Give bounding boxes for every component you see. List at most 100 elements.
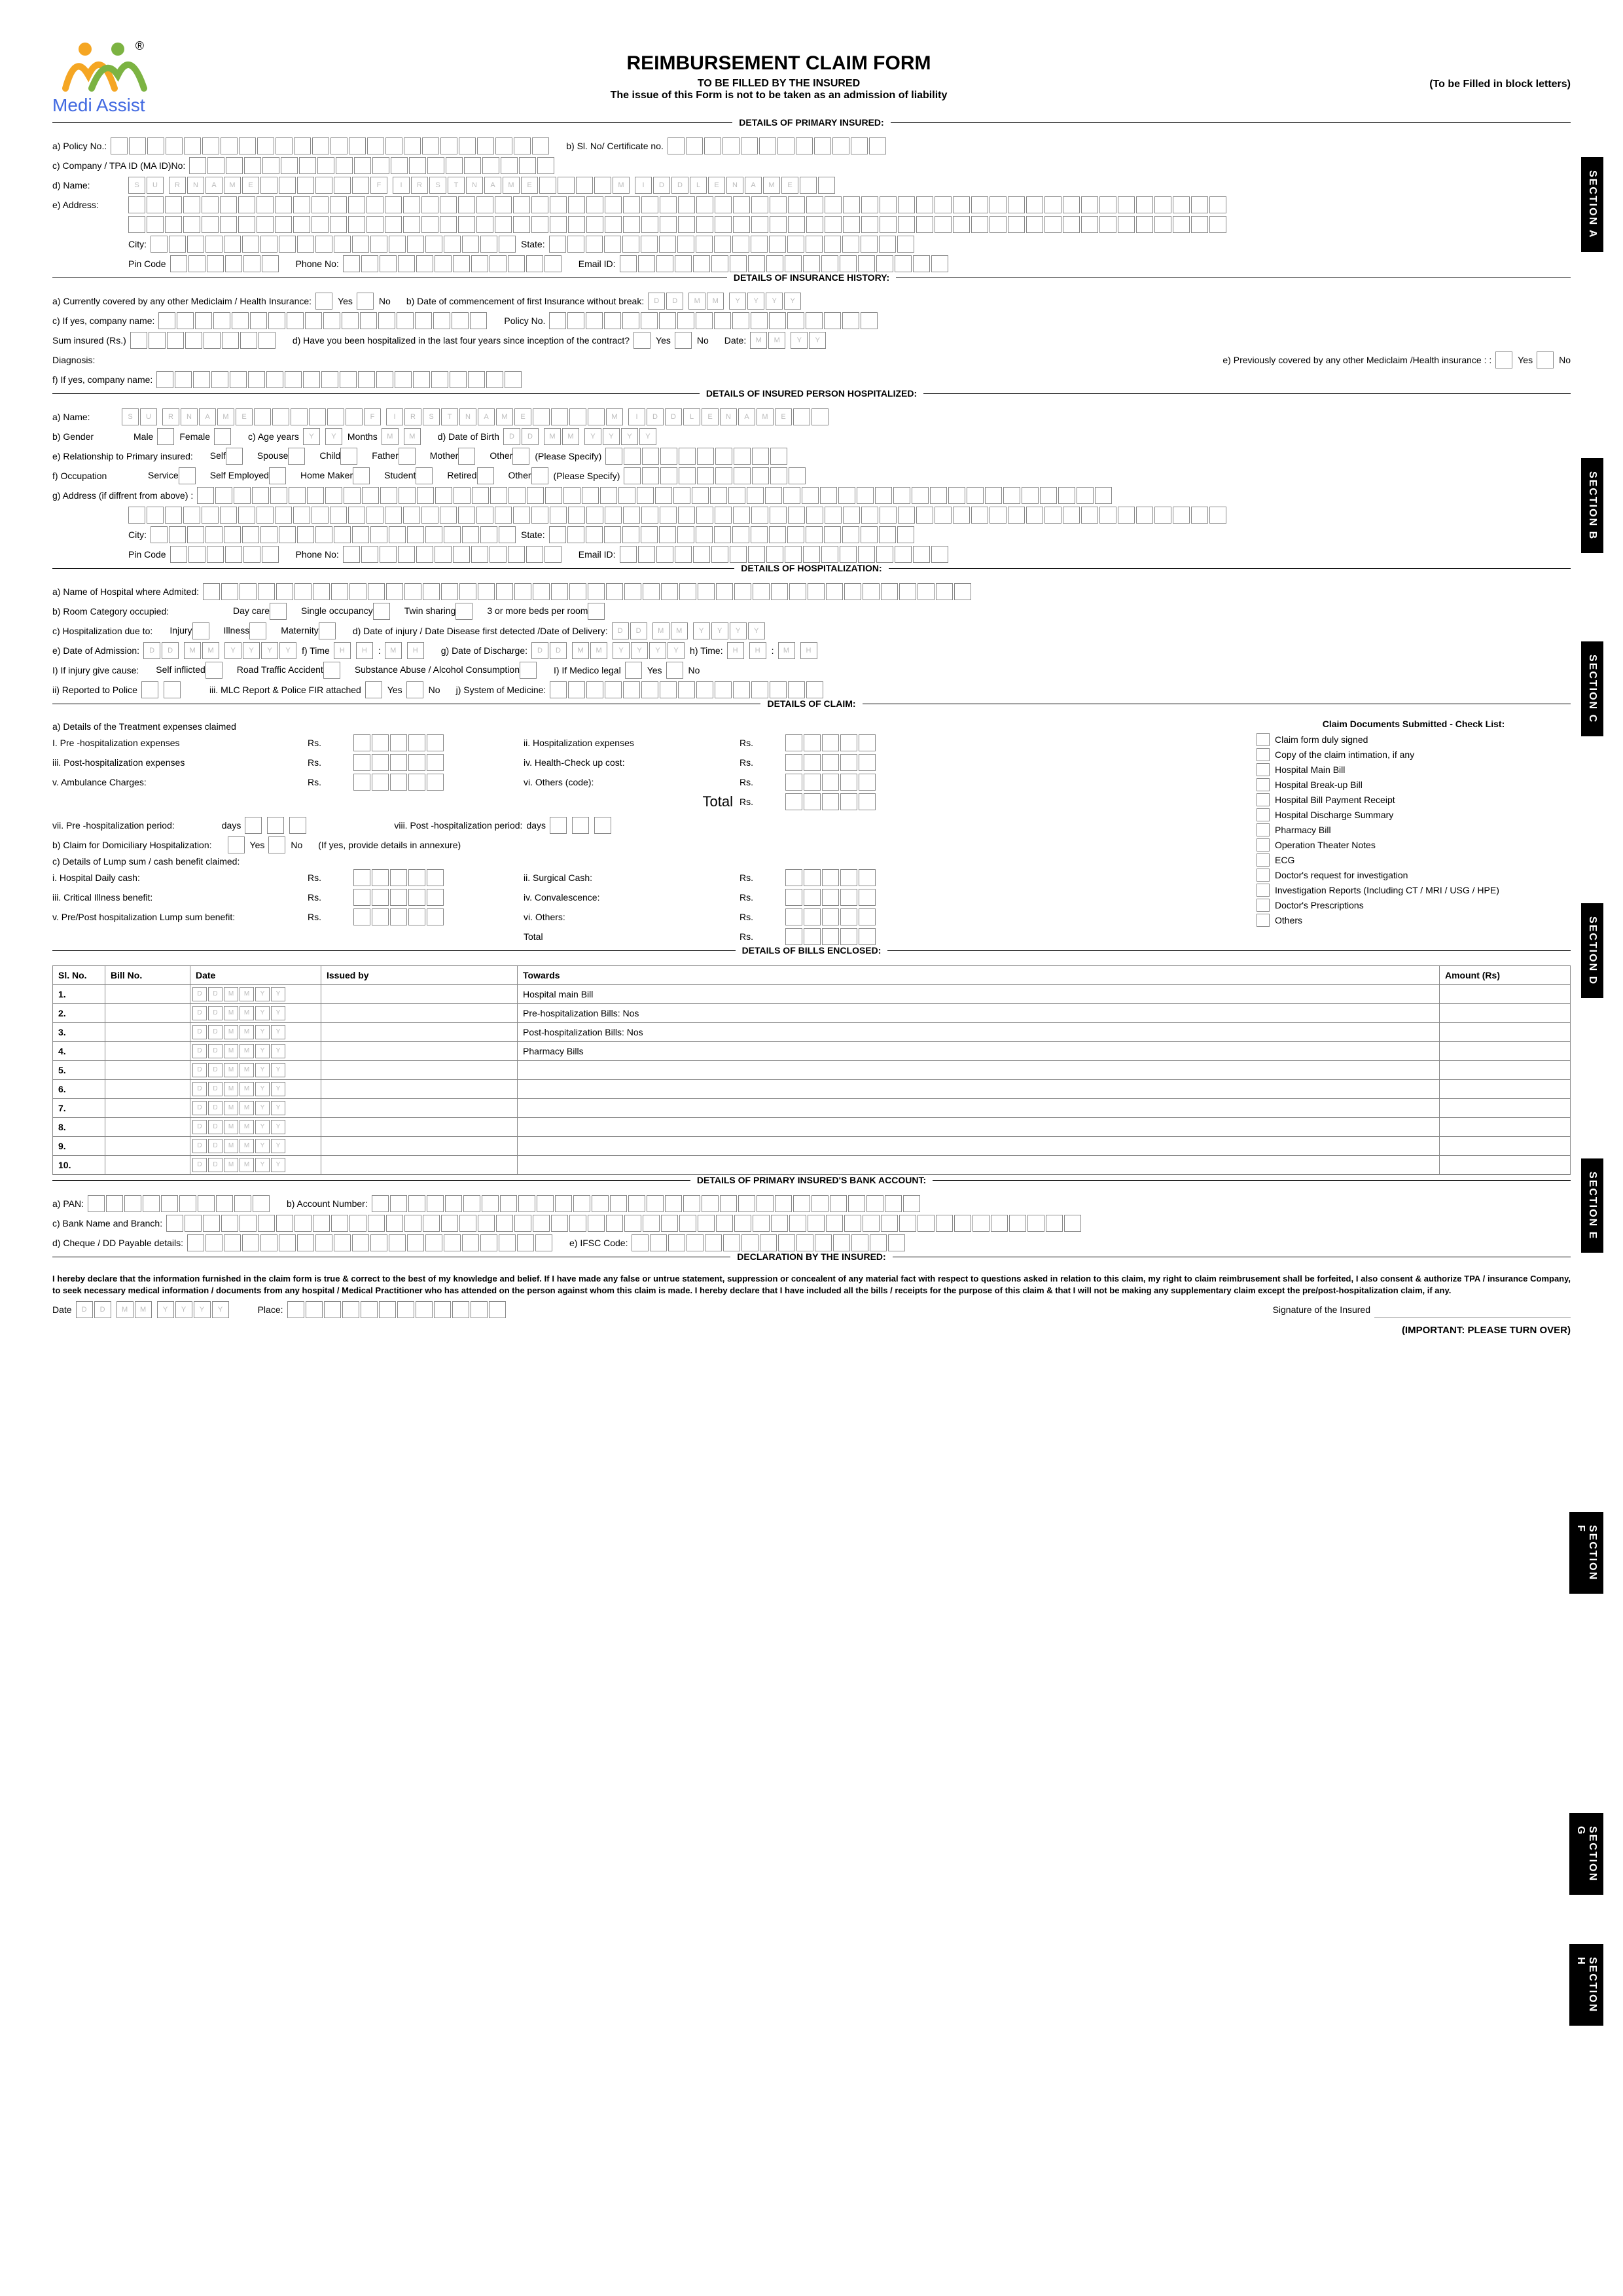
pre-days-2[interactable] — [267, 817, 284, 834]
bill-no-cell[interactable] — [105, 985, 190, 1004]
city-input[interactable] — [151, 236, 517, 253]
sl-no-input[interactable] — [668, 137, 887, 154]
email-input[interactable] — [620, 255, 950, 272]
checkbox-father[interactable] — [399, 448, 416, 465]
checkbox-retired[interactable] — [477, 467, 494, 484]
pre-days-3[interactable] — [289, 817, 306, 834]
checkbox-home-maker[interactable] — [353, 467, 370, 484]
amount-cell[interactable] — [1440, 985, 1571, 1004]
hosp-yes-checkbox[interactable] — [633, 332, 651, 349]
amount-cell[interactable] — [1440, 1080, 1571, 1099]
time-h-h2[interactable]: H — [749, 642, 766, 659]
checkbox-3-or-more-beds-per-room[interactable] — [588, 603, 605, 620]
checkbox-mother[interactable] — [458, 448, 475, 465]
bill-no-cell[interactable] — [105, 1061, 190, 1080]
issued-by-cell[interactable] — [321, 1118, 518, 1137]
amount-cell[interactable] — [1440, 1042, 1571, 1061]
checkbox-illness[interactable] — [249, 622, 266, 639]
bill-date-cell[interactable]: DDMMYY — [190, 1118, 321, 1137]
issued-by-cell[interactable] — [321, 985, 518, 1004]
hospital-input[interactable] — [203, 583, 972, 600]
hist-policy-input[interactable] — [549, 312, 879, 329]
bill-date-cell[interactable]: DDMMYY — [190, 1023, 321, 1042]
time-f-h2[interactable]: H — [356, 642, 373, 659]
state-input[interactable] — [549, 236, 916, 253]
checkbox-child[interactable] — [340, 448, 357, 465]
checkbox-day-care[interactable] — [270, 603, 287, 620]
ip-city-input[interactable] — [151, 526, 517, 543]
medico-no-checkbox[interactable] — [666, 662, 683, 679]
discharge-date-input[interactable]: DDMMYYYY — [531, 642, 686, 659]
checkbox-other[interactable] — [531, 467, 548, 484]
issued-by-cell[interactable] — [321, 1080, 518, 1099]
ip-state-input[interactable] — [549, 526, 916, 543]
post-days-3[interactable] — [594, 817, 611, 834]
ip-email-input[interactable] — [620, 546, 950, 563]
occ-specify-input[interactable] — [624, 467, 807, 484]
amount-cell[interactable] — [1440, 1137, 1571, 1156]
checkbox-twin-sharing[interactable] — [455, 603, 473, 620]
hist-company-input[interactable] — [158, 312, 488, 329]
dom-no-checkbox[interactable] — [268, 836, 285, 853]
male-checkbox[interactable] — [157, 428, 174, 445]
age-y2[interactable]: Y — [325, 428, 342, 445]
sum-input[interactable] — [130, 332, 277, 349]
dob-input[interactable]: DDMMYYYY — [503, 428, 658, 445]
covered-no-checkbox[interactable] — [357, 293, 374, 310]
decl-date-input[interactable]: DDMMYYYY — [76, 1301, 230, 1318]
ifsc-input[interactable] — [632, 1234, 906, 1251]
time-h-m2[interactable]: H — [800, 642, 817, 659]
time-f-h1[interactable]: H — [334, 642, 351, 659]
reported-yes-checkbox[interactable] — [141, 681, 158, 698]
checklist-checkbox[interactable] — [1257, 748, 1270, 761]
pan-input[interactable] — [88, 1195, 271, 1212]
checkbox-self-employed[interactable] — [269, 467, 286, 484]
if-yes-input[interactable] — [156, 371, 523, 388]
bill-no-cell[interactable] — [105, 1042, 190, 1061]
ip-address-input-1[interactable] — [197, 487, 1113, 504]
checklist-checkbox[interactable] — [1257, 853, 1270, 867]
post-days-2[interactable] — [572, 817, 589, 834]
signature-line[interactable] — [1374, 1301, 1571, 1318]
pin-input[interactable] — [170, 255, 280, 272]
time-f-m2[interactable]: H — [407, 642, 424, 659]
medico-yes-checkbox[interactable] — [625, 662, 642, 679]
checklist-checkbox[interactable] — [1257, 838, 1270, 852]
address-input-1[interactable] — [128, 196, 1228, 213]
checklist-checkbox[interactable] — [1257, 778, 1270, 791]
checkbox-service[interactable] — [179, 467, 196, 484]
bill-no-cell[interactable] — [105, 1137, 190, 1156]
amount-cell[interactable] — [1440, 1118, 1571, 1137]
amount-cell[interactable] — [1440, 1004, 1571, 1023]
bill-no-cell[interactable] — [105, 1118, 190, 1137]
amount-cell[interactable] — [1440, 1099, 1571, 1118]
issued-by-cell[interactable] — [321, 1099, 518, 1118]
amount-cell[interactable] — [1440, 1156, 1571, 1175]
checklist-checkbox[interactable] — [1257, 793, 1270, 806]
bill-date-cell[interactable]: DDMMYY — [190, 1042, 321, 1061]
time-h-h1[interactable]: H — [727, 642, 744, 659]
bill-date-cell[interactable]: DDMMYY — [190, 985, 321, 1004]
checklist-checkbox[interactable] — [1257, 823, 1270, 836]
age-y1[interactable]: Y — [303, 428, 320, 445]
checkbox-spouse[interactable] — [288, 448, 305, 465]
covered-yes-checkbox[interactable] — [315, 293, 332, 310]
issued-by-cell[interactable] — [321, 1042, 518, 1061]
checklist-checkbox[interactable] — [1257, 899, 1270, 912]
dom-yes-checkbox[interactable] — [228, 836, 245, 853]
injury-date-input[interactable]: DDMMYYYY — [612, 622, 766, 639]
ip-name-input[interactable]: SURNAMEFIRSTNAMEMIDDLENAME — [122, 408, 830, 425]
rel-specify-input[interactable] — [605, 448, 789, 465]
issued-by-cell[interactable] — [321, 1004, 518, 1023]
issued-by-cell[interactable] — [321, 1156, 518, 1175]
age-m2[interactable]: M — [404, 428, 421, 445]
hosp-no-checkbox[interactable] — [675, 332, 692, 349]
bill-no-cell[interactable] — [105, 1156, 190, 1175]
checklist-checkbox[interactable] — [1257, 914, 1270, 927]
bill-no-cell[interactable] — [105, 1023, 190, 1042]
ip-pin-input[interactable] — [170, 546, 280, 563]
bill-no-cell[interactable] — [105, 1080, 190, 1099]
decl-place-input[interactable] — [287, 1301, 507, 1318]
issued-by-cell[interactable] — [321, 1061, 518, 1080]
checklist-checkbox[interactable] — [1257, 733, 1270, 746]
